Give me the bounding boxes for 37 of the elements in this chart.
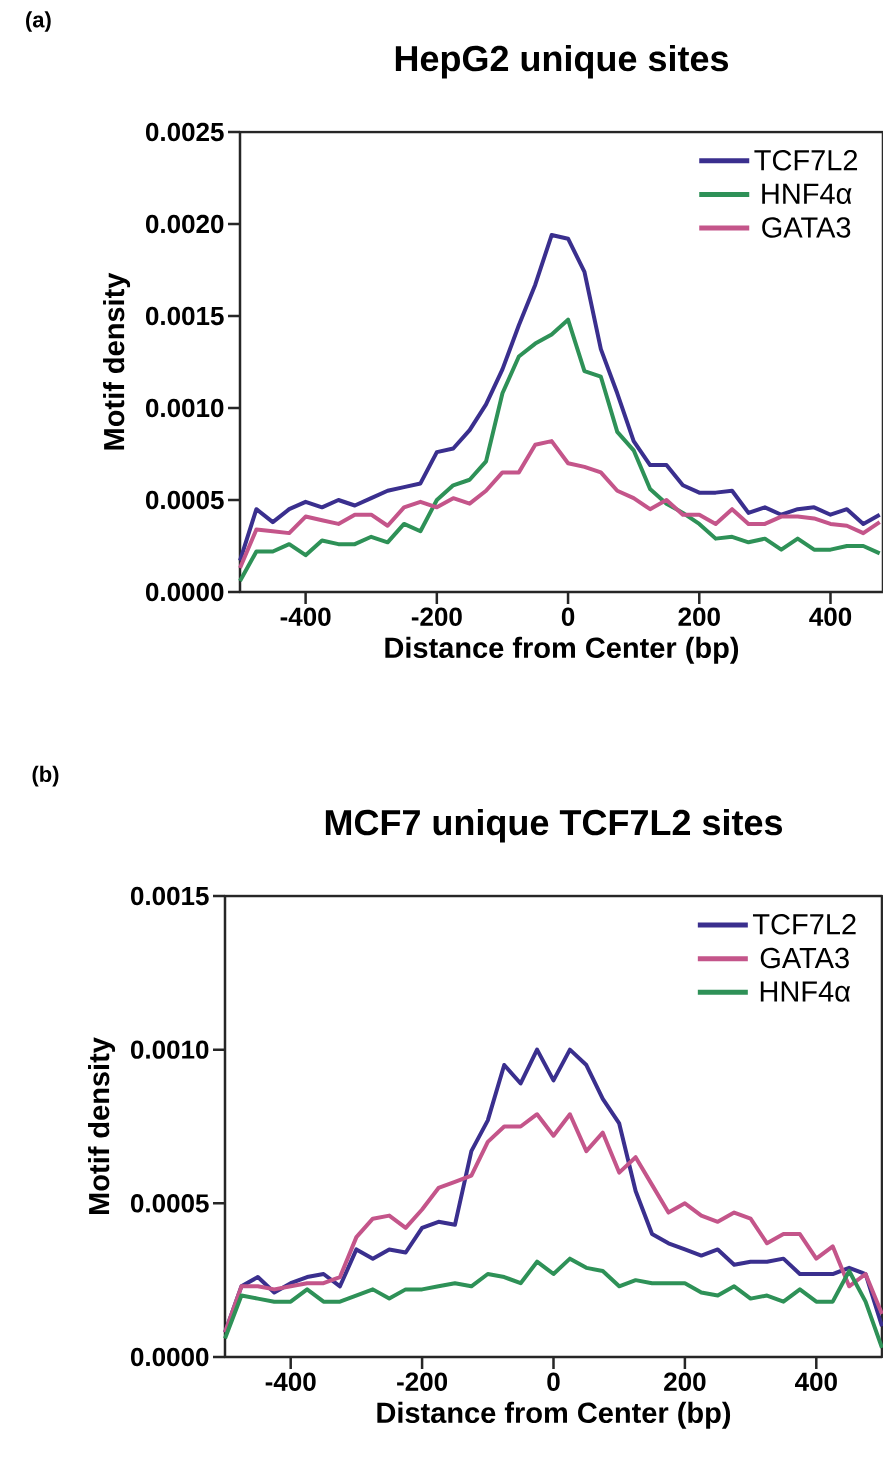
- y-tick-label: 0.0005: [145, 490, 224, 510]
- x-tick-label: 400: [809, 607, 852, 626]
- x-tick-label: -400: [280, 607, 331, 626]
- y-axis-title: Motif density: [88, 1037, 116, 1214]
- y-tick-label: 0.0000: [145, 582, 224, 602]
- y-axis-title: Motif density: [103, 272, 131, 450]
- line-series: [238, 439, 882, 571]
- y-tick-label: 0.0020: [145, 214, 224, 234]
- text: (a): [26, 11, 51, 32]
- legend-label: TCF7L2: [754, 150, 858, 171]
- y-tick-label: 0.0005: [130, 1194, 209, 1213]
- legend-label: GATA3: [760, 947, 849, 969]
- legend-label: GATA3: [762, 217, 851, 238]
- x-tick-label: 0: [561, 607, 575, 626]
- y-tick-label: 0.0015: [145, 306, 224, 326]
- x-tick-label: -400: [265, 1372, 316, 1391]
- x-axis-title: Distance from Center (bp): [377, 1401, 731, 1429]
- y-tick-label: 0.0010: [145, 398, 224, 418]
- y-tick-label: 0.0025: [145, 122, 224, 142]
- x-tick-label: 200: [678, 607, 720, 626]
- legend-label: HNF4α: [760, 981, 851, 1002]
- legend-label: HNF4α: [762, 183, 852, 204]
- line-series: [223, 1112, 883, 1335]
- y-tick-label: 0.0000: [130, 1347, 209, 1367]
- x-tick-label: 400: [795, 1372, 837, 1391]
- x-tick-label: -200: [411, 607, 462, 626]
- x-tick-label: 0: [547, 1372, 560, 1391]
- legend-label: TCF7L2: [752, 914, 856, 935]
- chart-title: MCF7 unique TCF7L2 sites: [325, 808, 783, 843]
- x-axis-title: Distance from Center (bp): [385, 636, 739, 664]
- y-tick-label: 0.0015: [130, 886, 209, 906]
- text: (b): [32, 765, 59, 787]
- y-tick-label: 0.0010: [130, 1040, 209, 1059]
- x-tick-label: 200: [664, 1372, 706, 1391]
- x-tick-label: -200: [397, 1372, 448, 1391]
- chart-title: HepG2 unique sites: [395, 44, 729, 79]
- line-series: [238, 317, 882, 583]
